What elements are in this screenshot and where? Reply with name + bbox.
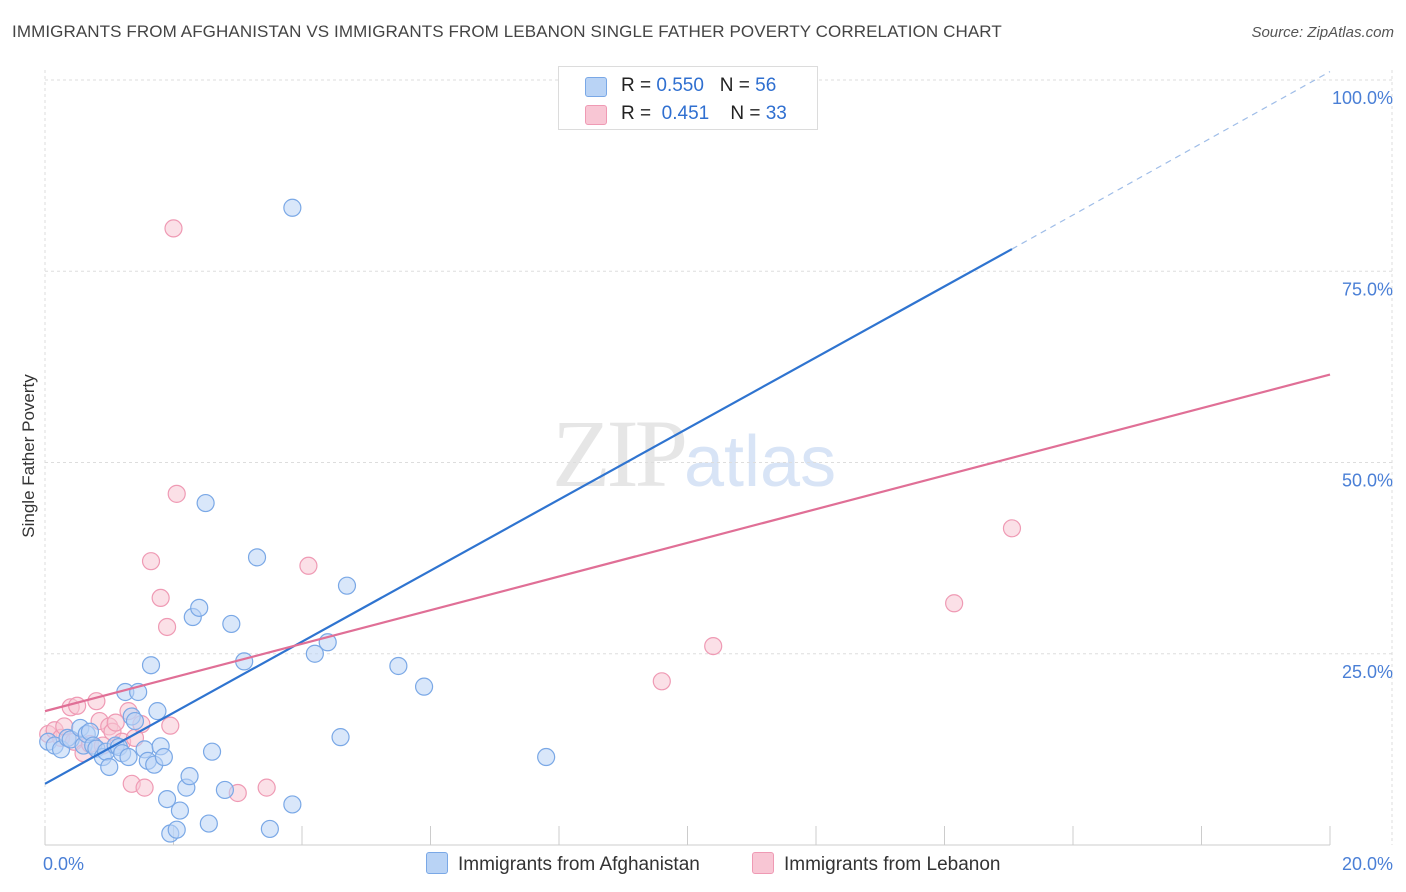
- trend-layer: [44, 71, 1331, 785]
- point-afghanistan-37: [196, 493, 215, 513]
- legend-n-label-afghanistan: N =: [719, 75, 750, 96]
- point-afghanistan-44: [260, 819, 279, 839]
- y-tick-label-50: 50.0%: [1342, 471, 1393, 491]
- legend-r-label-lebanon: R =: [621, 103, 652, 124]
- point-lebanon-6: [68, 696, 87, 715]
- y-tick-label-75: 75.0%: [1342, 279, 1393, 299]
- y-tick-label-25: 25.0%: [1342, 662, 1393, 682]
- point-lebanon-30: [652, 672, 671, 691]
- watermark-zip: ZIP: [552, 400, 688, 507]
- bottom-legend-swatch-afghanistan: [426, 852, 448, 874]
- bottom-legend-label-lebanon: Immigrants from Lebanon: [784, 854, 1001, 875]
- chart-title: IMMIGRANTS FROM AFGHANISTAN VS IMMIGRANT…: [12, 22, 1002, 41]
- point-afghanistan-28: [154, 747, 173, 767]
- legend-swatch-lebanon: [585, 105, 607, 125]
- watermark: ZIPatlas: [552, 398, 836, 509]
- point-afghanistan-47: [305, 644, 324, 663]
- point-afghanistan-20: [125, 711, 145, 731]
- series-lebanon-points: [39, 219, 1022, 803]
- point-afghanistan-26: [148, 702, 167, 721]
- point-afghanistan-32: [170, 801, 190, 820]
- legend-r-value-afghanistan: 0.550: [656, 75, 704, 96]
- legend-n-value-lebanon: 33: [765, 103, 787, 124]
- point-afghanistan-52: [414, 677, 434, 696]
- point-afghanistan-41: [222, 614, 241, 634]
- y-tick-label-100: 100.0%: [1332, 88, 1393, 108]
- point-afghanistan-49: [331, 728, 350, 747]
- point-lebanon-31: [704, 636, 723, 656]
- legend-n-label-lebanon: N =: [730, 103, 761, 124]
- point-lebanon-28: [257, 778, 276, 797]
- legend-text-afghanistan: R = 0.550 N = 56: [621, 75, 776, 97]
- point-afghanistan-29: [157, 789, 177, 809]
- point-afghanistan-40: [215, 780, 234, 800]
- point-afghanistan-39: [202, 742, 222, 761]
- point-afghanistan-13: [100, 757, 119, 777]
- source-label: Source: ZipAtlas.com: [1251, 24, 1394, 41]
- point-afghanistan-36: [190, 598, 209, 617]
- point-afghanistan-53: [537, 747, 556, 767]
- trendline-lebanon: [44, 373, 1331, 713]
- label-layer: 25.0% 50.0% 75.0% 100.0% 0.0% 20.0%: [43, 88, 1393, 874]
- point-lebanon-22: [151, 588, 170, 608]
- point-lebanon-33: [1002, 519, 1022, 538]
- point-afghanistan-24: [141, 656, 161, 675]
- point-afghanistan-38: [199, 814, 218, 833]
- point-afghanistan-34: [180, 767, 199, 786]
- trendline-afghanistan: [44, 248, 1013, 785]
- point-lebanon-26: [167, 484, 186, 503]
- axis-layer: [44, 826, 1331, 846]
- bottom-legend-afghanistan: Immigrants from Afghanistan: [426, 852, 700, 876]
- point-lebanon-29: [299, 556, 318, 575]
- bottom-legend-lebanon: Immigrants from Lebanon: [752, 852, 1001, 876]
- stats-legend: R = 0.550 N = 56 R = 0.451 N = 33: [558, 66, 818, 130]
- bottom-legend-swatch-lebanon: [752, 852, 774, 874]
- legend-text-lebanon: R = 0.451 N = 33: [621, 103, 787, 125]
- point-lebanon-32: [945, 594, 964, 613]
- point-lebanon-23: [157, 617, 177, 637]
- bottom-legend-label-afghanistan: Immigrants from Afghanistan: [458, 854, 700, 875]
- point-lebanon-24: [161, 716, 180, 735]
- grid-layer: [44, 70, 1395, 845]
- legend-n-value-afghanistan: 56: [755, 75, 777, 96]
- point-afghanistan-31: [167, 820, 186, 839]
- point-lebanon-25: [164, 219, 183, 238]
- legend-r-label-afghanistan: R =: [621, 75, 652, 96]
- point-lebanon-14: [106, 713, 125, 732]
- x-tick-label-0: 0.0%: [43, 854, 84, 874]
- y-axis-title: Single Father Poverty: [19, 374, 38, 538]
- legend-r-value-lebanon: 0.451: [661, 103, 710, 124]
- point-afghanistan-45: [283, 795, 302, 814]
- point-afghanistan-51: [389, 656, 408, 676]
- point-afghanistan-43: [247, 548, 267, 567]
- point-lebanon-20: [135, 778, 154, 797]
- point-afghanistan-18: [119, 747, 138, 767]
- point-lebanon-21: [141, 552, 161, 571]
- x-tick-label-20: 20.0%: [1342, 854, 1393, 874]
- trendline-afghanistan-extension: [1011, 71, 1331, 250]
- legend-swatch-afghanistan: [585, 77, 607, 97]
- point-afghanistan-50: [337, 576, 357, 595]
- point-afghanistan-46: [283, 198, 302, 217]
